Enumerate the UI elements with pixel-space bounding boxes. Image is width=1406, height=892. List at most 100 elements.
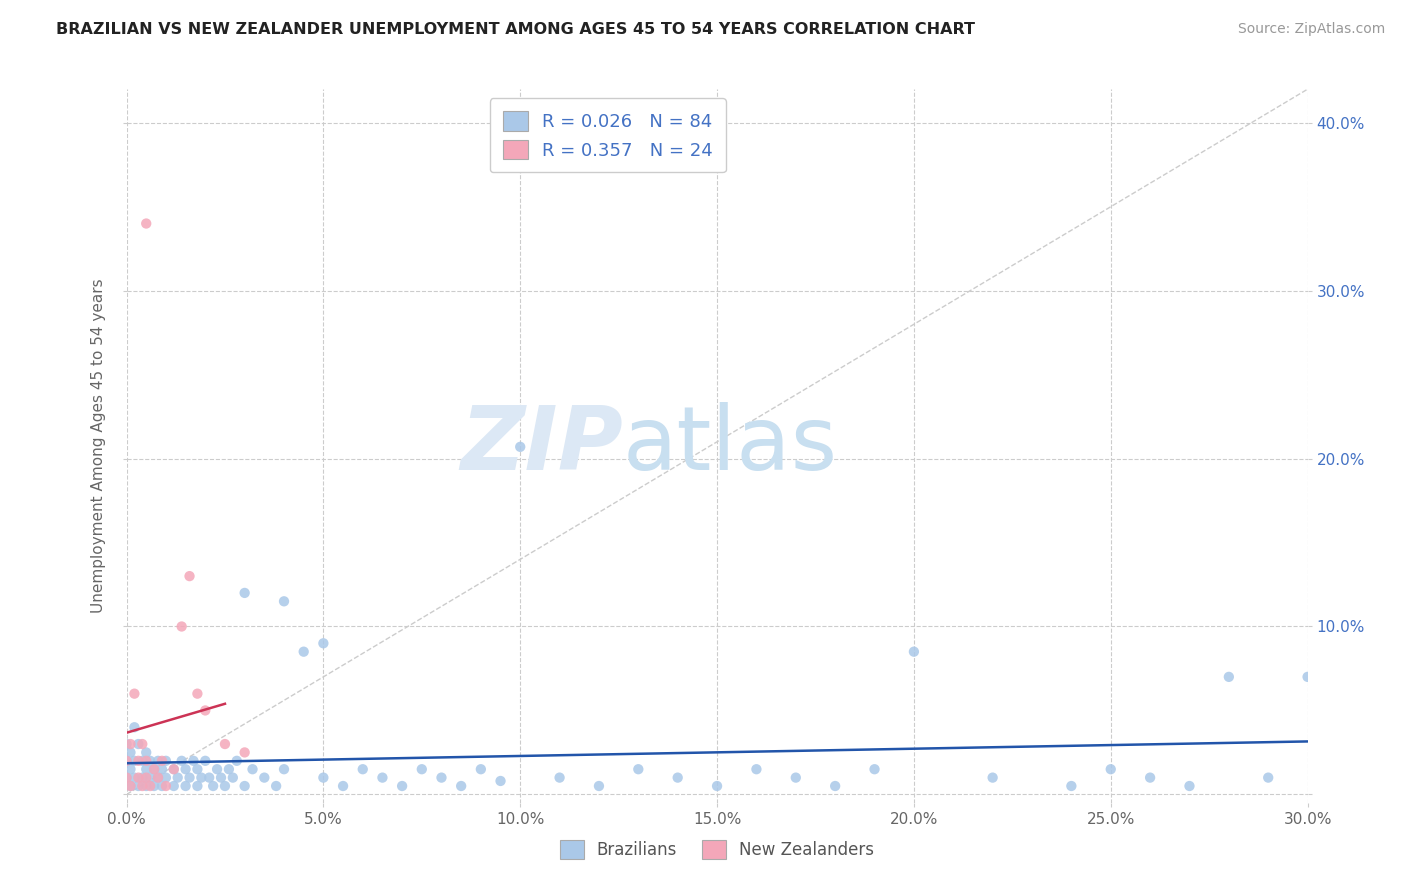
Point [332, 779, 354, 793]
Point [115, 771, 138, 785]
Point [218, 762, 240, 776]
Point [170, 619, 193, 633]
Point [120, 779, 142, 793]
Point [131, 754, 153, 768]
Point [198, 771, 221, 785]
Point [225, 754, 247, 768]
Text: Source: ZipAtlas.com: Source: ZipAtlas.com [1237, 22, 1385, 37]
Point [135, 771, 157, 785]
Point [186, 687, 208, 701]
Point [242, 762, 264, 776]
Point [273, 762, 295, 776]
Text: atlas: atlas [623, 402, 838, 490]
Point [214, 737, 236, 751]
Point [124, 687, 146, 701]
Point [202, 779, 225, 793]
Point [163, 762, 186, 776]
Point [214, 779, 236, 793]
Point [143, 762, 166, 776]
Point [411, 762, 433, 776]
Point [150, 754, 173, 768]
Point [143, 762, 166, 776]
Text: ZIP: ZIP [460, 402, 623, 490]
Point [127, 779, 149, 793]
Y-axis label: Unemployment Among Ages 45 to 54 years: Unemployment Among Ages 45 to 54 years [91, 278, 107, 614]
Point [863, 762, 886, 776]
Point [131, 779, 153, 793]
Point [139, 779, 162, 793]
Point [135, 762, 157, 776]
Point [1257, 771, 1279, 785]
Point [183, 754, 205, 768]
Point [120, 779, 142, 793]
Point [127, 737, 149, 751]
Point [312, 771, 335, 785]
Legend: Brazilians, New Zealanders: Brazilians, New Zealanders [554, 834, 880, 866]
Point [150, 779, 173, 793]
Point [127, 754, 149, 768]
Point [264, 779, 287, 793]
Point [194, 703, 217, 717]
Point [205, 762, 228, 776]
Point [146, 771, 169, 785]
Point [139, 754, 162, 768]
Point [190, 771, 212, 785]
Point [1218, 670, 1240, 684]
Point [120, 737, 142, 751]
Point [146, 754, 169, 768]
Point [131, 771, 153, 785]
Point [352, 762, 374, 776]
Point [115, 754, 138, 768]
Point [166, 771, 188, 785]
Point [1099, 762, 1122, 776]
Point [903, 645, 925, 659]
Point [312, 636, 335, 650]
Point [143, 779, 166, 793]
Point [124, 771, 146, 785]
Point [1139, 771, 1161, 785]
Point [253, 771, 276, 785]
Point [292, 645, 315, 659]
Point [745, 762, 768, 776]
Point [509, 440, 531, 454]
Point [391, 779, 413, 793]
Point [233, 779, 256, 793]
Point [1060, 779, 1083, 793]
Point [163, 779, 186, 793]
Point [139, 771, 162, 785]
Point [174, 779, 197, 793]
Point [135, 779, 157, 793]
Point [179, 569, 201, 583]
Point [115, 737, 138, 751]
Point [186, 779, 208, 793]
Point [186, 762, 208, 776]
Point [1178, 779, 1201, 793]
Point [273, 594, 295, 608]
Point [146, 771, 169, 785]
Point [470, 762, 492, 776]
Point [430, 771, 453, 785]
Point [155, 754, 177, 768]
Point [371, 771, 394, 785]
Point [706, 779, 728, 793]
Point [120, 746, 142, 760]
Point [155, 771, 177, 785]
Point [209, 771, 232, 785]
Point [170, 754, 193, 768]
Point [450, 779, 472, 793]
Point [666, 771, 689, 785]
Point [174, 762, 197, 776]
Point [150, 762, 173, 776]
Point [785, 771, 807, 785]
Point [1296, 670, 1319, 684]
Point [135, 217, 157, 231]
Point [194, 754, 217, 768]
Point [233, 586, 256, 600]
Point [135, 746, 157, 760]
Point [127, 771, 149, 785]
Point [135, 754, 157, 768]
Point [179, 771, 201, 785]
Point [131, 737, 153, 751]
Point [155, 779, 177, 793]
Point [489, 774, 512, 789]
